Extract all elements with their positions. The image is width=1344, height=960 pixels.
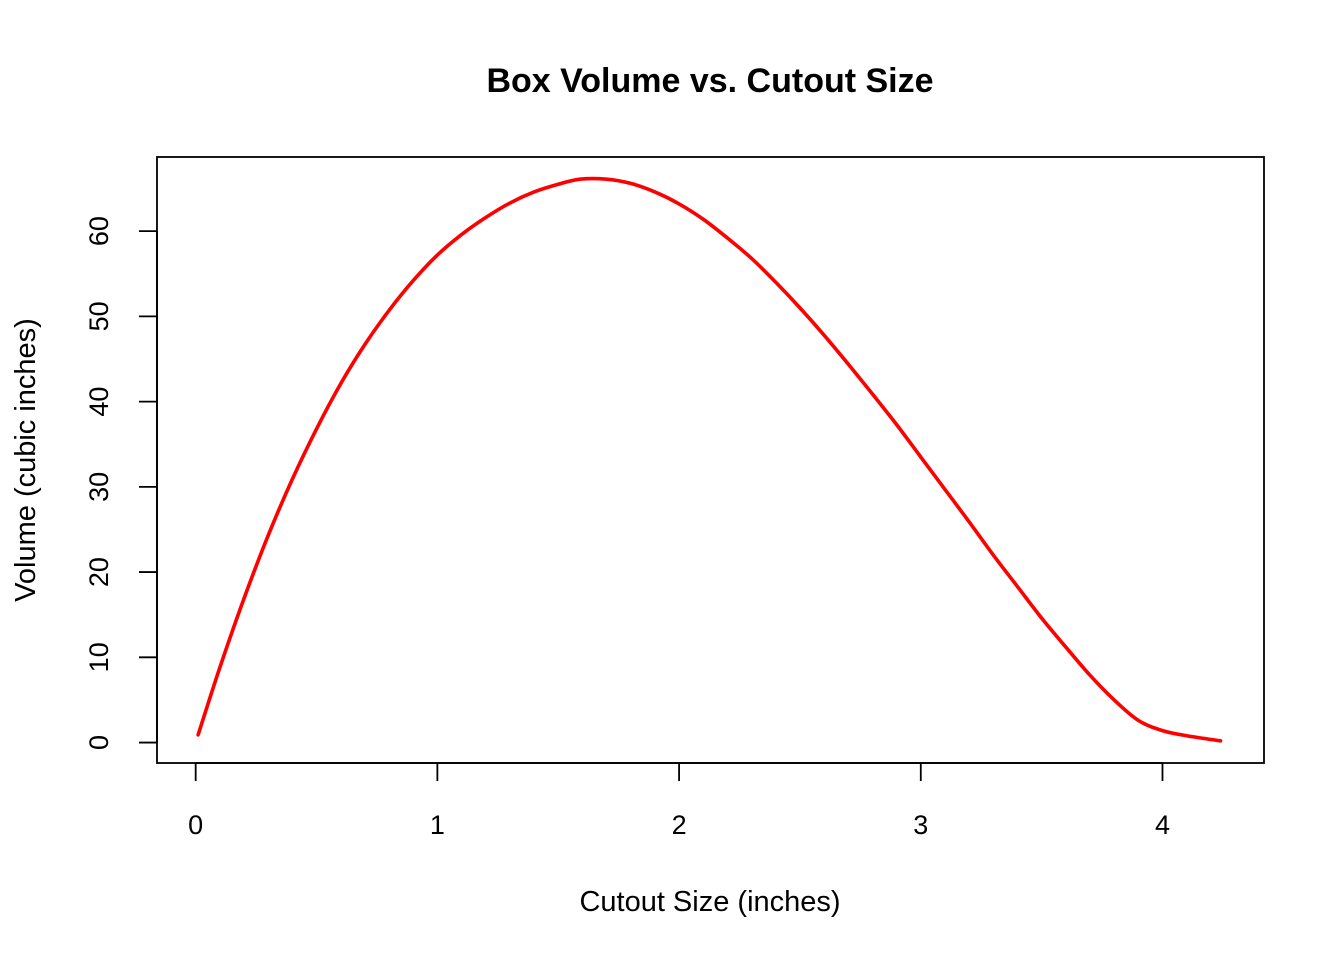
y-tick-label: 0	[84, 735, 114, 750]
x-tick-label: 1	[430, 810, 445, 840]
plot-frame	[156, 156, 1265, 764]
y-tick-label: 60	[84, 216, 114, 246]
y-tick-label: 50	[84, 301, 114, 331]
series-line	[196, 176, 1223, 743]
chart-title: Box Volume vs. Cutout Size	[486, 62, 933, 100]
x-axis-label: Cutout Size (inches)	[579, 886, 840, 918]
y-tick-label: 30	[84, 472, 114, 502]
y-tick-label: 40	[84, 387, 114, 417]
y-tick-label: 20	[84, 557, 114, 587]
y-tick-label: 10	[84, 642, 114, 672]
x-tick-label: 0	[188, 810, 203, 840]
x-tick-label: 4	[1155, 810, 1170, 840]
x-tick-label: 2	[672, 810, 687, 840]
x-axis: 0 1 2 3 4	[188, 762, 1170, 840]
y-axis-label: Volume (cubic inches)	[10, 318, 42, 602]
x-tick-label: 3	[913, 810, 928, 840]
series-layer	[196, 176, 1223, 743]
y-axis: 0 10 20 30 40 50 60	[84, 216, 158, 750]
